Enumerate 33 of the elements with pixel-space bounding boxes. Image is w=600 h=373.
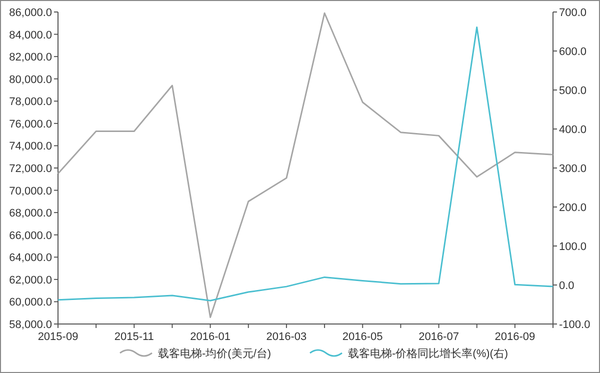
y-tick-label: 74,000.0 bbox=[9, 140, 52, 153]
y2-tick-label: -100.0 bbox=[559, 319, 590, 331]
y-tick-label: 64,000.0 bbox=[9, 252, 52, 264]
y2-tick-label: 400.0 bbox=[559, 124, 587, 136]
y2-tick-label: 300.0 bbox=[559, 163, 587, 175]
y-tick-label: 58,000.0 bbox=[9, 319, 52, 331]
x-tick-label: 2016-01 bbox=[190, 331, 230, 343]
y-tick-label: 60,000.0 bbox=[9, 296, 52, 309]
y-tick-label: 68,000.0 bbox=[9, 208, 52, 220]
x-tick-label: 2015-11 bbox=[114, 331, 154, 343]
y-tick-label: 72,000.0 bbox=[9, 163, 52, 175]
x-tick-label: 2015-09 bbox=[38, 331, 78, 343]
y-tick-label: 76,000.0 bbox=[9, 118, 52, 130]
y-tick-label: 84,000.0 bbox=[9, 29, 52, 42]
y2-tick-label: 200.0 bbox=[559, 202, 587, 214]
y-tick-label: 86,000.0 bbox=[9, 7, 52, 19]
y-tick-label: 78,000.0 bbox=[9, 96, 52, 108]
x-tick-label: 2016-05 bbox=[342, 331, 383, 343]
x-tick-label: 2016-03 bbox=[266, 331, 307, 343]
x-tick-label: 2016-09 bbox=[494, 331, 536, 343]
legend-label: 载客电梯-价格同比增长率(%)(右) bbox=[348, 347, 508, 360]
y2-tick-label: 100.0 bbox=[559, 241, 587, 253]
legend-label: 载客电梯-均价(美元/台) bbox=[158, 347, 272, 360]
y-tick-label: 66,000.0 bbox=[9, 230, 52, 242]
y-tick-label: 82,000.0 bbox=[9, 52, 52, 64]
y2-tick-label: 600.0 bbox=[559, 46, 587, 58]
y2-tick-label: 700.0 bbox=[559, 7, 587, 19]
y2-tick-label: 500.0 bbox=[559, 85, 587, 97]
y-tick-label: 62,000.0 bbox=[9, 274, 52, 286]
y-tick-label: 70,000.0 bbox=[9, 185, 52, 198]
y2-tick-label: 0.0 bbox=[559, 280, 574, 292]
y-tick-label: 80,000.0 bbox=[9, 74, 52, 86]
x-tick-label: 2016-07 bbox=[418, 331, 459, 343]
